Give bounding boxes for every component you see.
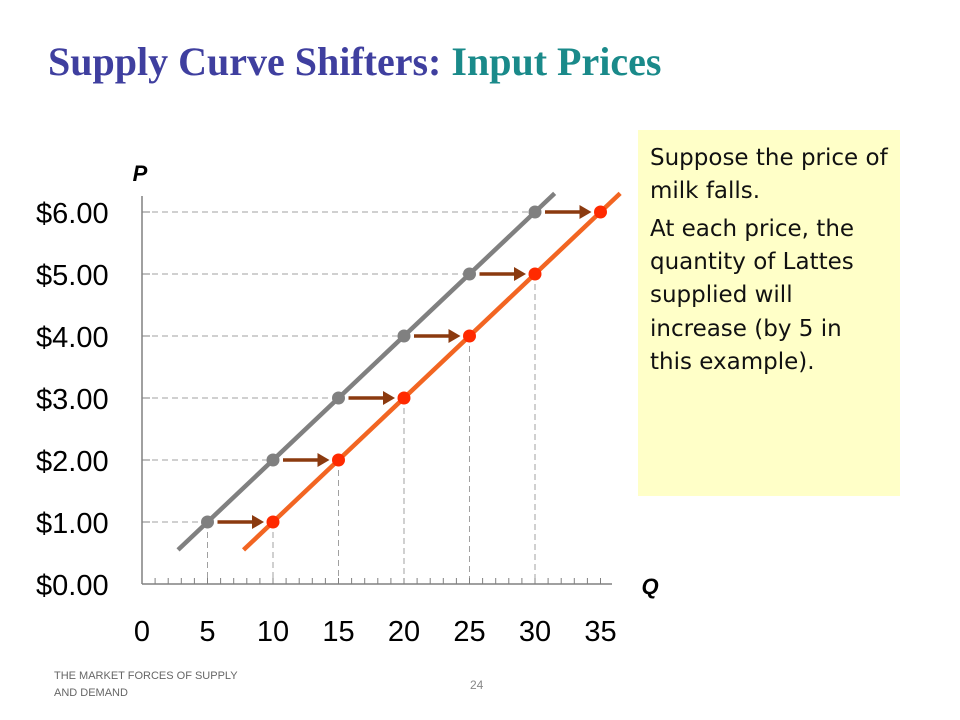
point-shifted-2 <box>397 391 411 405</box>
point-original-5 <box>528 205 542 219</box>
point-original-0 <box>201 515 214 529</box>
x-tick-label-2: 10 <box>257 616 289 648</box>
point-original-1 <box>266 453 280 467</box>
page-number: 24 <box>470 678 484 692</box>
point-original-3 <box>397 329 411 343</box>
y-tick-label-5: $5.00 <box>36 260 109 292</box>
point-shifted-5 <box>594 205 607 219</box>
page-title: Supply Curve Shifters: Input Prices <box>48 38 661 85</box>
y-tick-label-0: $0.00 <box>36 570 109 602</box>
footer-section-title: THE MARKET FORCES OF SUPPLY AND DEMAND <box>54 670 238 700</box>
shift-arrow-head-4 <box>514 267 526 281</box>
grid-lines <box>142 211 536 584</box>
x-tick-label-7: 35 <box>584 616 616 648</box>
y-tick-label-4: $4.00 <box>36 322 109 354</box>
shift-arrow-head-3 <box>448 329 461 343</box>
explanation-box: Suppose the price of milk falls. At each… <box>638 130 900 496</box>
axes <box>141 196 612 585</box>
point-shifted-3 <box>463 329 476 343</box>
x-tick-label-0: 0 <box>134 616 150 648</box>
point-original-2 <box>332 391 345 405</box>
y-tick-label-1: $1.00 <box>36 508 109 540</box>
title-main: Supply Curve Shifters: <box>48 39 442 84</box>
x-tick-label-5: 25 <box>453 616 485 648</box>
x-tick-label-3: 15 <box>322 616 354 648</box>
shift-arrow-head-2 <box>383 391 395 405</box>
explanation-paragraph-2: At each price, the quantity of Lattes su… <box>650 215 855 376</box>
x-tick-label-4: 20 <box>388 616 420 648</box>
shift-arrows <box>217 205 592 529</box>
data-points <box>201 205 607 529</box>
y-tick-label-6: $6.00 <box>36 198 109 230</box>
shift-arrow-head-0 <box>252 515 264 529</box>
x-tick-label-1: 5 <box>199 616 215 648</box>
tick-labels: $0.00 $1.00 $2.00 $3.00 $4.00 $5.00 $6.00 0 5 10 1… <box>36 161 659 648</box>
supply-curve-shifted <box>241 191 622 552</box>
y-tick-label-2: $2.00 <box>36 446 109 478</box>
shift-arrow-head-5 <box>579 205 592 219</box>
title-sub: Input Prices <box>451 39 662 84</box>
point-original-4 <box>463 267 476 281</box>
y-axis-label: P <box>133 161 148 186</box>
point-shifted-0 <box>266 515 280 529</box>
point-shifted-4 <box>528 267 542 281</box>
supply-curve-original <box>176 191 557 552</box>
x-axis-label: Q <box>641 574 658 599</box>
explanation-paragraph-1: Suppose the price of milk falls. <box>650 145 888 205</box>
shift-arrow-head-1 <box>317 453 330 467</box>
x-tick-label-6: 30 <box>519 616 551 648</box>
supply-curves <box>176 191 622 552</box>
point-shifted-1 <box>332 453 345 467</box>
y-tick-label-3: $3.00 <box>36 384 109 416</box>
